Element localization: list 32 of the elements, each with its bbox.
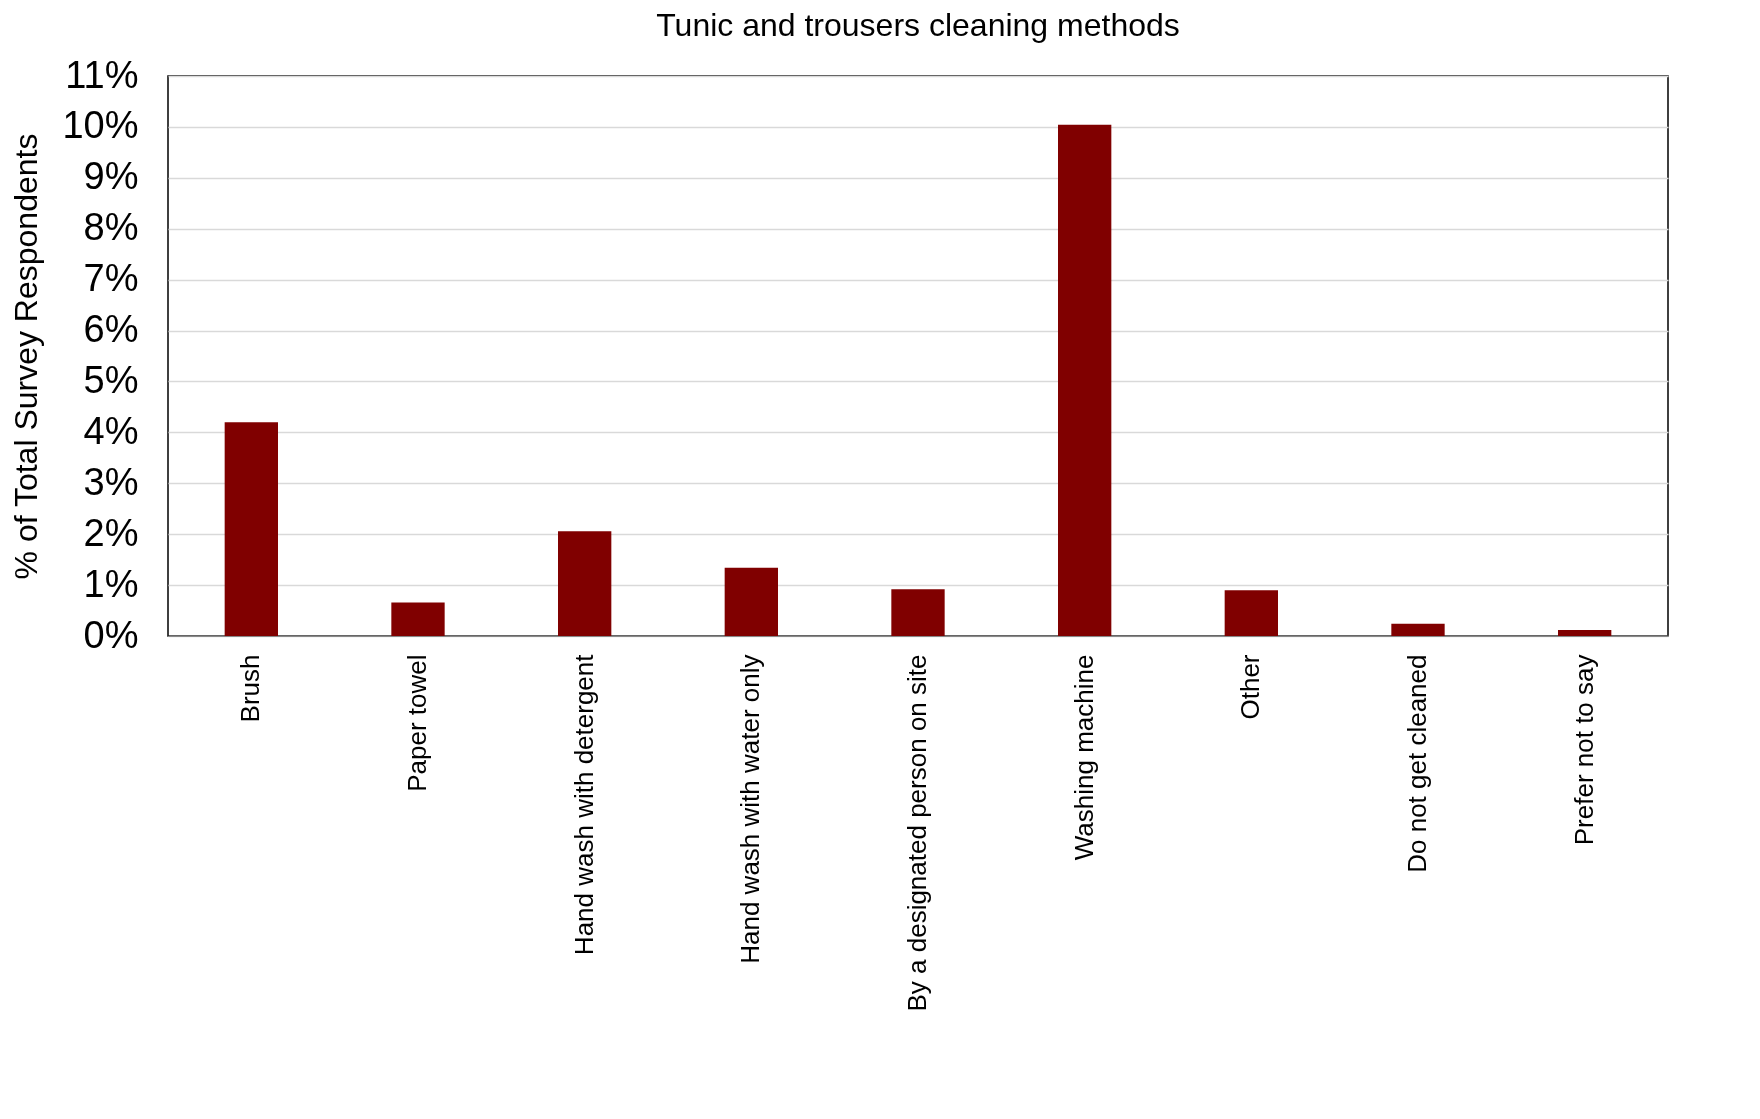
bar xyxy=(724,567,778,636)
y-tick-label: 5% xyxy=(83,358,139,401)
x-tick-label: Other xyxy=(1235,654,1266,720)
x-tick-label: Hand wash with detergent xyxy=(568,653,599,956)
bar xyxy=(1058,124,1112,636)
x-tick-label: Washing machine xyxy=(1068,654,1099,861)
y-tick-label: 9% xyxy=(83,155,139,198)
y-tick-label: 4% xyxy=(83,409,139,452)
chart-title: Tunic and trousers cleaning methods xyxy=(656,7,1180,43)
y-tick-label: 1% xyxy=(83,562,139,605)
bar xyxy=(391,602,445,636)
x-tick-label: Prefer not to say xyxy=(1568,654,1599,846)
bar xyxy=(1224,590,1278,636)
x-tick-label: Hand wash with water only xyxy=(735,654,766,964)
x-tick-label: Do not get cleaned xyxy=(1402,654,1432,873)
y-tick-label: 2% xyxy=(83,511,139,554)
y-tick-label: 0% xyxy=(83,613,139,656)
bar xyxy=(558,531,612,636)
y-tick-label: 10% xyxy=(62,104,139,147)
bar xyxy=(1391,623,1445,636)
x-tick-label: Paper towel xyxy=(402,654,432,792)
y-tick-label: 8% xyxy=(83,206,139,249)
bar xyxy=(224,422,278,636)
x-tick-label: By a designated person on site xyxy=(902,654,932,1012)
y-tick-label: 3% xyxy=(83,460,139,503)
y-axis-title: % of Total Survey Respondents xyxy=(8,133,45,580)
bar xyxy=(891,589,945,636)
y-tick-label: 7% xyxy=(83,257,139,300)
x-tick-label: Brush xyxy=(235,654,266,723)
bar xyxy=(1558,629,1612,636)
y-tick-label: 11% xyxy=(65,53,139,96)
y-tick-label: 6% xyxy=(83,308,139,351)
